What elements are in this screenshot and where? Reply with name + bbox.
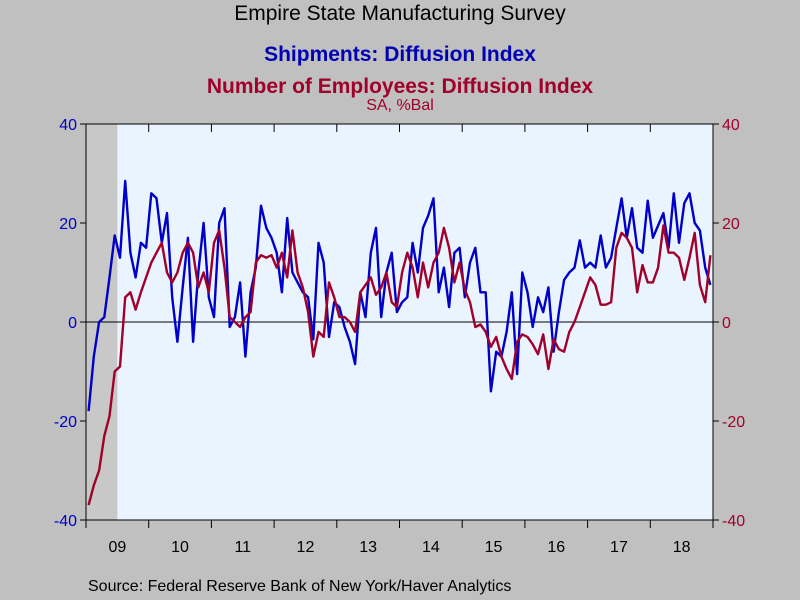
x-tick-label: 11 <box>234 539 251 556</box>
x-tick-label: 16 <box>547 539 565 556</box>
y-tick-label-left: -20 <box>54 414 77 431</box>
x-tick-label: 09 <box>108 539 126 556</box>
units-label: SA, %Bal <box>366 97 434 114</box>
x-tick-label: 15 <box>485 539 503 556</box>
series-title-shipments: Shipments: Diffusion Index <box>264 43 536 66</box>
series-title-employees: Number of Employees: Diffusion Index <box>206 75 594 98</box>
x-tick-label: 12 <box>297 539 315 556</box>
y-tick-label-right: 20 <box>722 216 740 233</box>
axis-layer: -40 -40 -20 -20 0 0 20 20 40 40 09 10 11 12 13 14 15 16 17… <box>54 117 745 556</box>
x-tick-label: 18 <box>673 539 691 556</box>
y-tick-label-right: 40 <box>722 117 740 134</box>
y-tick-label-left: 20 <box>59 216 77 233</box>
series-line-shipments <box>87 179 712 412</box>
y-tick-label-right: -20 <box>722 414 745 431</box>
source-note: Source: Federal Reserve Bank of New York… <box>88 578 512 595</box>
x-tick-label: 17 <box>610 539 628 556</box>
y-tick-label-right: 0 <box>722 315 731 332</box>
series-layer <box>87 179 712 506</box>
x-tick-label: 10 <box>171 539 189 556</box>
y-tick-label-left: 40 <box>59 117 77 134</box>
y-tick-label-left: -40 <box>54 513 77 530</box>
x-tick-label: 14 <box>422 539 440 556</box>
y-tick-label-right: -40 <box>722 513 745 530</box>
chart-title: Empire State Manufacturing Survey <box>234 2 566 25</box>
x-tick-label: 13 <box>359 539 377 556</box>
y-tick-label-left: 0 <box>68 315 77 332</box>
series-line-employees <box>87 224 712 506</box>
